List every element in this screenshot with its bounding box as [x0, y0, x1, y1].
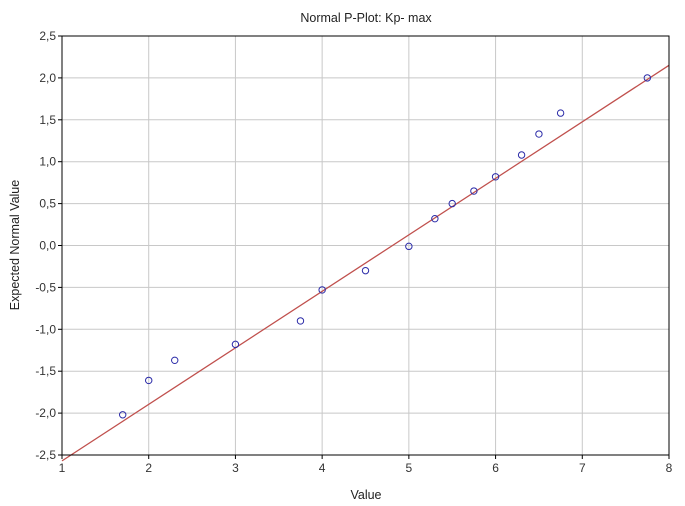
data-point: [556, 109, 565, 117]
y-tick-label: -1,0: [35, 322, 56, 336]
fit-line: [61, 64, 670, 462]
y-tick-label: 0,0: [39, 239, 56, 253]
x-tick-label: 2: [145, 461, 152, 475]
y-axis-ticks: -2,5 -2,0 -1,5 -1,0 -0,5 0,0 0,5 1,0 1,5 2,0 2,5: [35, 29, 62, 462]
data-point: [470, 187, 478, 195]
x-tick-label: 8: [666, 461, 673, 475]
y-tick-label: -0,5: [35, 280, 56, 294]
chart-title: Normal P-Plot: Kp- max: [300, 11, 432, 25]
x-tick-label: 7: [579, 461, 586, 475]
data-point: [517, 151, 526, 159]
y-tick-label: -2,0: [35, 406, 56, 420]
data-point: [119, 411, 127, 419]
data-point: [171, 356, 179, 365]
data-point: [405, 242, 413, 251]
data-point: [535, 130, 543, 138]
y-tick-label: 2,0: [39, 71, 56, 85]
y-tick-label: 0,5: [39, 197, 56, 211]
data-point: [448, 199, 456, 208]
data-point: [231, 340, 240, 349]
data-point: [296, 317, 305, 325]
fit-line-group: [61, 64, 670, 462]
x-axis-ticks: 1 2 3 4 5 6 7 8: [59, 455, 673, 475]
y-tick-label: -1,5: [35, 364, 56, 378]
data-point: [491, 173, 500, 181]
x-tick-label: 5: [406, 461, 413, 475]
grid-lines: [62, 36, 669, 455]
y-tick-label: 1,5: [39, 113, 56, 127]
x-tick-label: 6: [492, 461, 499, 475]
data-point: [318, 286, 326, 294]
x-tick-label: 4: [319, 461, 326, 475]
data-point: [145, 376, 153, 385]
x-tick-label: 3: [232, 461, 239, 475]
y-axis-label: Expected Normal Value: [8, 180, 22, 310]
data-point: [431, 214, 439, 223]
data-points: [119, 74, 652, 419]
x-tick-label: 1: [59, 461, 66, 475]
y-tick-label: 1,0: [39, 155, 56, 169]
x-axis-label: Value: [350, 488, 381, 502]
data-point: [643, 74, 652, 82]
data-point: [361, 266, 370, 275]
y-tick-label: 2,5: [39, 29, 56, 43]
y-tick-label: -2,5: [35, 448, 56, 462]
